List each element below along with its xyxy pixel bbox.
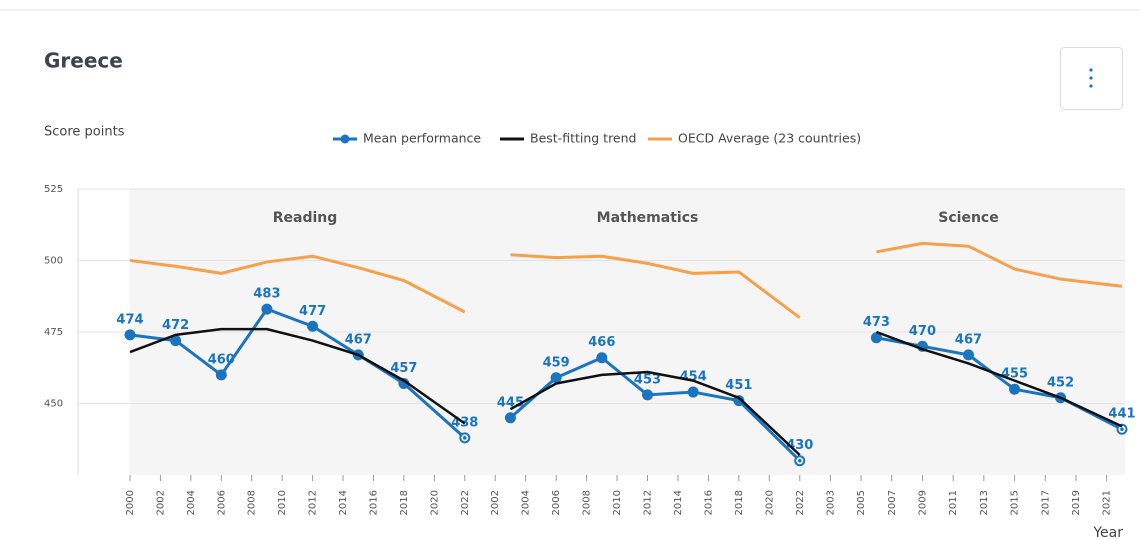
x-tick-label: 2016 <box>368 490 379 515</box>
panel-title: Science <box>938 210 998 226</box>
x-tick-label: 2022 <box>795 490 806 515</box>
y-tick-label: 475 <box>44 327 63 338</box>
x-tick-label: 2021 <box>1102 490 1113 515</box>
data-point <box>504 412 516 424</box>
data-point-core <box>462 436 467 440</box>
x-axis-label: Year <box>1092 525 1123 539</box>
data-point <box>398 377 410 389</box>
x-tick-label: 2016 <box>703 490 714 515</box>
series-line <box>129 254 466 314</box>
data-label: 452 <box>1047 375 1074 390</box>
y-tick-label: 525 <box>44 184 63 195</box>
data-point <box>596 352 608 364</box>
x-tick-label: 2012 <box>308 490 319 515</box>
x-tick-label: 2018 <box>399 490 410 515</box>
data-point <box>307 320 319 332</box>
data-label: 451 <box>725 378 752 393</box>
x-tick-label: 2019 <box>1071 490 1082 515</box>
data-label: 467 <box>955 332 982 347</box>
data-label: 473 <box>863 315 890 330</box>
data-label: 483 <box>253 287 280 302</box>
data-label: 441 <box>1108 407 1135 422</box>
data-label: 477 <box>299 304 326 319</box>
y-axis-label: Score points <box>44 125 125 140</box>
data-label: 466 <box>588 335 615 350</box>
x-tick-label: 2017 <box>1040 490 1051 515</box>
data-point <box>870 332 882 344</box>
x-tick-label: 2020 <box>429 490 440 515</box>
x-tick-label: 2006 <box>551 490 562 515</box>
x-tick-label: 2005 <box>856 490 867 515</box>
x-tick-label: 2013 <box>979 490 990 515</box>
data-point <box>642 389 653 401</box>
panel-title: Reading <box>273 210 338 226</box>
data-label: 457 <box>390 361 417 376</box>
x-tick-label: 2012 <box>643 490 654 515</box>
x-tick-label: 2008 <box>247 490 258 515</box>
data-point <box>170 335 182 347</box>
x-tick-label: 2014 <box>338 490 349 515</box>
x-tick-label: 2007 <box>887 490 898 515</box>
x-tick-label: 2003 <box>825 490 836 515</box>
x-tick-label: 2018 <box>734 490 745 515</box>
x-tick-label: 2010 <box>612 490 623 515</box>
menu-dot <box>1089 68 1093 72</box>
data-point <box>963 349 974 361</box>
data-point <box>1009 383 1021 395</box>
data-point <box>550 372 562 384</box>
x-tick-label: 2006 <box>216 490 227 515</box>
data-point <box>124 329 136 341</box>
x-tick-label: 2008 <box>582 490 593 515</box>
series-line <box>129 327 466 425</box>
x-tick-label: 2022 <box>460 490 471 515</box>
series-line <box>129 307 466 439</box>
x-tick-label: 2000 <box>125 490 136 515</box>
series-line <box>875 330 1123 428</box>
data-label: 459 <box>543 355 570 370</box>
x-tick-label: 2010 <box>277 490 288 515</box>
data-label: 470 <box>909 324 936 339</box>
data-point <box>261 303 273 315</box>
x-tick-label: 2009 <box>917 490 928 515</box>
data-point <box>215 369 227 381</box>
x-tick-label: 2002 <box>490 490 501 515</box>
x-tick-label: 2015 <box>1010 490 1021 515</box>
data-label: 460 <box>208 352 235 367</box>
series-line <box>509 370 801 456</box>
x-tick-label: 2011 <box>948 490 959 515</box>
data-point <box>687 386 699 398</box>
x-tick-label: 2002 <box>155 490 166 515</box>
data-label: 467 <box>345 332 372 347</box>
x-tick-label: 2004 <box>186 490 197 515</box>
y-tick-label: 500 <box>44 256 63 267</box>
menu-dot <box>1089 84 1093 88</box>
data-label: 474 <box>116 312 143 327</box>
series-line <box>876 241 1123 288</box>
legend-marker <box>340 134 350 144</box>
x-tick-label: 2014 <box>673 490 684 515</box>
data-label: 472 <box>162 318 189 333</box>
panel-title: Mathematics <box>597 210 699 226</box>
legend-label: Mean performance <box>363 131 481 146</box>
chart-title: Greece <box>44 49 123 73</box>
legend-label: Best-fitting trend <box>530 131 636 146</box>
series-line <box>510 253 801 319</box>
x-tick-label: 2004 <box>521 490 532 515</box>
x-tick-label: 2020 <box>764 490 775 515</box>
data-label: 453 <box>634 372 661 387</box>
data-label: 454 <box>680 370 707 385</box>
data-point-core <box>1120 427 1124 432</box>
legend-label: OECD Average (23 countries) <box>678 131 861 146</box>
data-point-core <box>797 458 802 463</box>
menu-dot <box>1089 76 1093 80</box>
y-tick-label: 450 <box>44 399 63 410</box>
